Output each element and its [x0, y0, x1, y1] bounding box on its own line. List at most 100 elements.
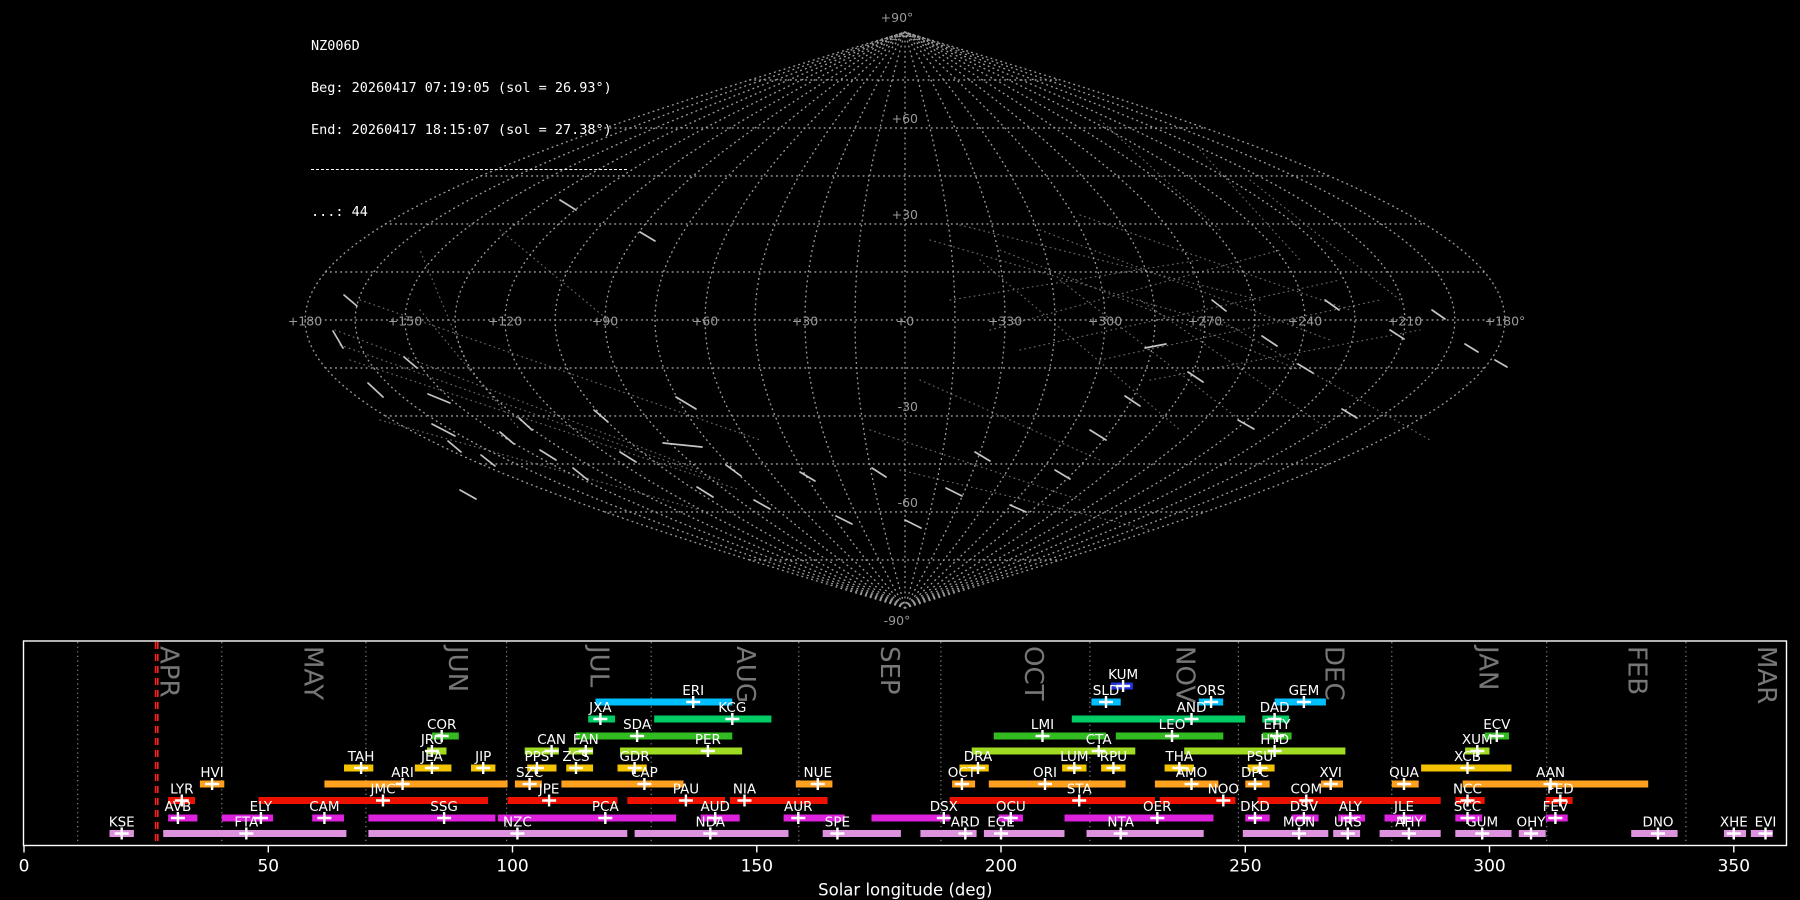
shower-code: ARD — [951, 815, 980, 831]
shower-bar — [1086, 830, 1204, 837]
shower-bar — [993, 732, 1107, 740]
shower-code: EGE — [987, 815, 1015, 831]
shower-code: AHY — [1395, 815, 1423, 831]
peak-cross — [1067, 762, 1082, 774]
month-label: AUG — [730, 646, 760, 703]
peak-cross — [476, 762, 491, 774]
shower-code: NCC — [1453, 782, 1482, 798]
month-label: JUL — [583, 644, 613, 688]
peak-cross — [1165, 730, 1179, 742]
shower-code: DRA — [964, 749, 993, 765]
shower-code: CAP — [631, 765, 658, 781]
peak-cross — [737, 794, 752, 807]
peak-cross — [1267, 745, 1282, 757]
shower-bar — [1184, 747, 1346, 755]
sky-lon-label: +330 — [988, 314, 1022, 329]
shower-code: ALY — [1339, 799, 1363, 815]
shower-code: ZCS — [562, 749, 589, 765]
peak-cross — [1072, 794, 1087, 807]
peak-cross — [376, 794, 390, 807]
peak-cross — [598, 812, 613, 824]
shower-code: GEM — [1289, 683, 1320, 699]
peak-cross — [174, 794, 189, 807]
month-label: MAY — [298, 646, 328, 700]
shower-code: STA — [1067, 782, 1093, 798]
shower-code: AUD — [700, 799, 730, 815]
peak-cross — [544, 745, 559, 757]
shower-code: LMI — [1031, 717, 1054, 733]
peak-cross — [1113, 827, 1128, 840]
peak-cross — [1003, 812, 1018, 824]
peak-cross — [1252, 762, 1267, 774]
shower-bar — [507, 797, 618, 804]
shower-bar — [576, 732, 733, 740]
observation-header: NZ006D Beg: 20260417 07:19:05 (sol = 26.… — [311, 11, 627, 247]
shower-code: AMO — [1176, 765, 1208, 781]
x-axis: 0 50 100 150 200 250 300 350 Solar longitude (de… — [19, 845, 1750, 900]
peak-cross — [1116, 680, 1131, 692]
shower-code: JEA — [420, 749, 444, 765]
timeline-frame — [22, 640, 1788, 847]
peak-cross — [1248, 778, 1262, 790]
shower-code: JIP — [474, 749, 491, 765]
x-tick-label: 300 — [1473, 857, 1505, 877]
peak-cross — [424, 745, 439, 757]
sky-lon-label: +0 — [896, 314, 914, 329]
shower-code: LEO — [1159, 717, 1186, 733]
x-axis-title: Solar longitude (deg) — [818, 881, 992, 900]
shower-bar — [822, 830, 901, 837]
sky-drift-trails — [334, 119, 1431, 531]
shower-bar — [971, 747, 1136, 755]
peak-cross — [686, 696, 701, 708]
shower-code: NDA — [696, 815, 726, 831]
peak-cross — [810, 778, 825, 790]
shower-code: ARI — [391, 765, 414, 781]
peak-cross — [522, 778, 537, 790]
peak-cross — [1216, 794, 1231, 807]
peak-cross — [114, 827, 129, 840]
shower-code: SLD — [1093, 683, 1120, 699]
shower-code: ECV — [1483, 717, 1511, 733]
sky-grid — [304, 31, 1506, 609]
shower-code: ORS — [1197, 683, 1226, 699]
shower-code: COM — [1290, 782, 1322, 798]
x-tick-label: 50 — [257, 857, 279, 877]
shower-code: LYR — [170, 782, 193, 798]
sky-lat-label: +90° — [881, 10, 914, 25]
peak-cross — [830, 827, 845, 840]
peak-cross — [1397, 778, 1411, 790]
shower-code: ORI — [1033, 765, 1057, 781]
shower-code: DKD — [1240, 799, 1270, 815]
meteor-count: ...: 44 — [311, 204, 368, 220]
shower-bar — [871, 814, 950, 822]
peak-cross — [1470, 745, 1485, 757]
shower-code: CAM — [309, 799, 339, 815]
peak-cross — [1035, 730, 1050, 742]
shower-bar — [368, 830, 628, 837]
sky-lon-label: +240 — [1288, 314, 1322, 329]
sky-lon-label: +180 — [288, 314, 322, 329]
shower-code: XVI — [1319, 765, 1341, 781]
station-id: NZ006D — [311, 38, 360, 54]
peak-cross — [971, 762, 985, 774]
peak-cross — [1248, 812, 1262, 824]
shower-code: SSG — [430, 799, 458, 815]
shower-code: EHY — [1264, 717, 1292, 733]
shower-code: DPC — [1241, 765, 1269, 781]
shower-code: NTA — [1107, 815, 1134, 831]
peak-cross — [424, 762, 439, 774]
peak-cross — [1270, 730, 1284, 742]
sky-lon-label: +90 — [592, 314, 618, 329]
peak-cross — [1106, 762, 1121, 774]
peak-cross — [1460, 794, 1475, 807]
peak-cross — [434, 730, 449, 742]
peak-cross — [1172, 762, 1187, 774]
x-tick-label: 350 — [1718, 857, 1750, 877]
shower-code: CAN — [537, 732, 566, 748]
shower-code: AVB — [164, 799, 191, 815]
shower-code: SPE — [825, 815, 850, 831]
shower-code: FED — [1547, 782, 1574, 798]
peak-cross — [936, 812, 951, 824]
peak-cross — [1343, 812, 1358, 824]
